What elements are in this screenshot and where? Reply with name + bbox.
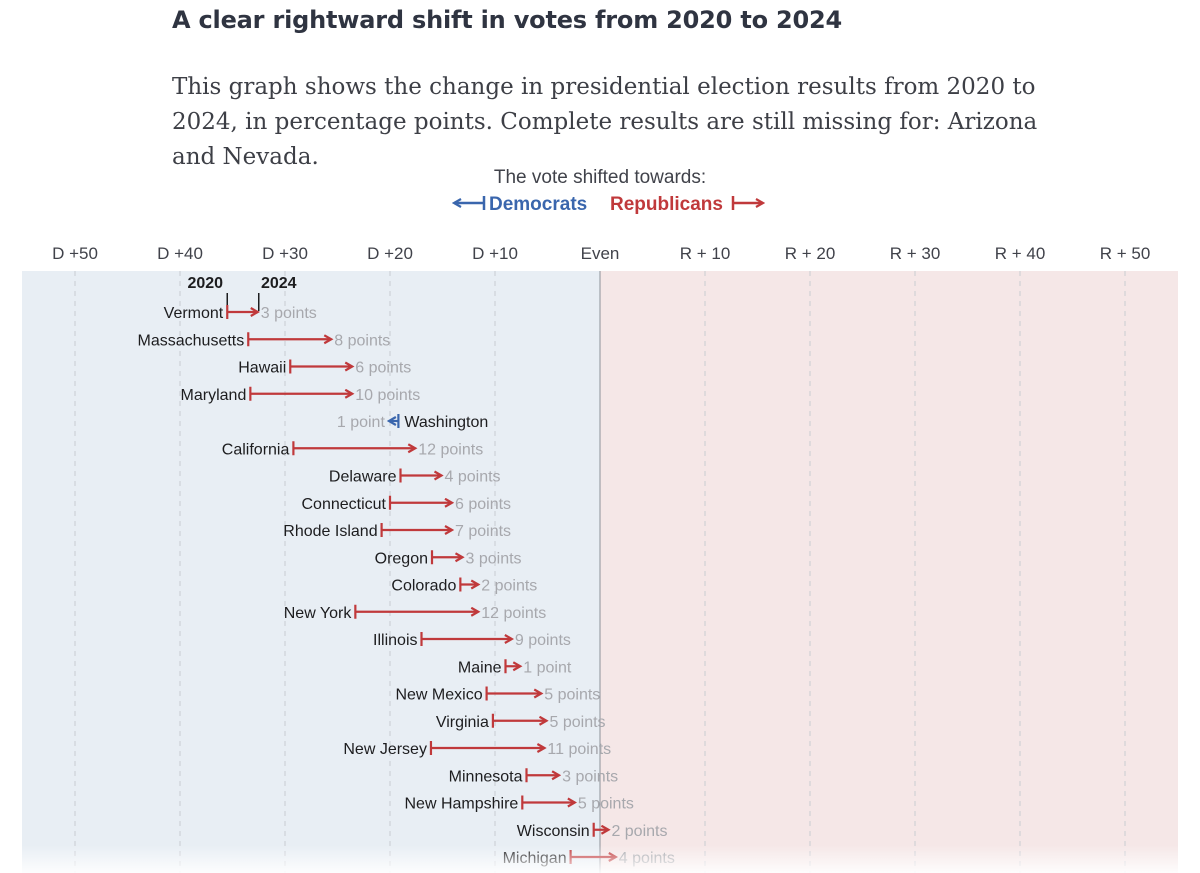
axis-tick-label: D +20 <box>367 244 413 263</box>
shift-label: 12 points <box>418 441 483 458</box>
state-row: California 12 points <box>222 441 483 458</box>
state-row: Connecticut 6 points <box>302 495 511 513</box>
axis-tick-label: D +30 <box>262 244 308 263</box>
state-label: Hawaii <box>238 360 286 377</box>
axis-tick-label: D +10 <box>472 244 518 263</box>
legend-caption: The vote shifted towards: <box>494 167 706 188</box>
shift-label: 5 points <box>544 687 600 704</box>
state-label: Minnesota <box>449 768 523 785</box>
state-label: New Hampshire <box>404 796 518 813</box>
state-label: Virginia <box>436 714 489 731</box>
state-row: Illinois 9 points <box>373 632 571 649</box>
axis-ticks: D +50 D +40 D +30 D +20 D +10 Even R + 10 R + 2… <box>52 244 1150 263</box>
shift-label: 6 points <box>455 496 511 513</box>
axis-tick-label: R + 30 <box>890 244 941 263</box>
state-row: Massachusetts 8 points <box>138 332 390 349</box>
state-label: Delaware <box>329 469 397 486</box>
state-label: Colorado <box>391 578 456 595</box>
state-row: Washington 1 point <box>337 414 488 431</box>
state-row: New Hampshire 5 points <box>404 795 634 813</box>
chart-title: A clear rightward shift in votes from 20… <box>172 6 843 34</box>
state-label: Massachusetts <box>138 332 245 349</box>
bottom-fade <box>0 845 1200 873</box>
state-label: Illinois <box>373 632 417 649</box>
state-label: New York <box>284 605 353 622</box>
legend-republicans: Republicans <box>610 194 763 215</box>
shift-label: 2 points <box>611 823 667 840</box>
axis-tick-label: D +40 <box>157 244 203 263</box>
state-row: New Jersey 11 points <box>343 741 611 758</box>
shift-label: 10 points <box>355 387 420 404</box>
shift-label: 3 points <box>261 305 317 322</box>
shift-label: 11 points <box>547 741 611 758</box>
start-year-label: 2020 <box>187 275 223 292</box>
shift-label: 3 points <box>466 550 522 567</box>
state-label: California <box>222 441 290 458</box>
state-row: Minnesota 3 points <box>449 768 618 785</box>
axis-tick-label: Even <box>581 244 620 263</box>
state-label: Oregon <box>375 550 428 567</box>
state-label: Maryland <box>181 387 247 404</box>
shift-label: 4 points <box>445 469 501 486</box>
shift-label: 6 points <box>355 360 411 377</box>
state-row: Colorado 2 points <box>391 577 537 595</box>
state-label: Wisconsin <box>517 823 590 840</box>
state-label: Vermont <box>164 305 224 322</box>
axis-tick-label: R + 50 <box>1100 244 1151 263</box>
democrat-region <box>22 271 600 873</box>
shift-label: 3 points <box>562 768 618 785</box>
axis-tick-label: D +50 <box>52 244 98 263</box>
state-row: Maine 1 point <box>458 659 572 676</box>
state-row: New Mexico 5 points <box>395 686 600 704</box>
shift-label: 9 points <box>515 632 571 649</box>
republican-region <box>600 271 1178 873</box>
chart-subtitle: This graph shows the change in president… <box>172 74 1038 170</box>
state-row: Vermont 3 points <box>164 305 317 322</box>
axis-tick-label: R + 10 <box>680 244 731 263</box>
state-label: Maine <box>458 659 502 676</box>
state-label: New Jersey <box>343 741 427 758</box>
state-row: Delaware 4 points <box>329 468 501 486</box>
shift-label: 12 points <box>481 605 546 622</box>
shift-label: 8 points <box>334 332 390 349</box>
legend-rep-label: Republicans <box>610 194 723 215</box>
state-row: Rhode Island 7 points <box>283 523 511 540</box>
shift-label: 1 point <box>523 659 572 676</box>
legend-democrats: Democrats <box>454 194 587 215</box>
shift-label: 2 points <box>481 578 537 595</box>
legend-dem-label: Democrats <box>489 194 587 215</box>
shift-label: 1 point <box>337 414 386 431</box>
state-row: New York 12 points <box>284 604 546 622</box>
state-label: Connecticut <box>302 496 387 513</box>
end-year-label: 2024 <box>261 275 297 292</box>
axis-tick-label: R + 40 <box>995 244 1046 263</box>
state-row: Virginia 5 points <box>436 713 606 731</box>
state-row: Oregon 3 points <box>375 550 522 567</box>
axis-tick-label: R + 20 <box>785 244 836 263</box>
state-row: Maryland 10 points <box>181 386 420 404</box>
shift-label: 7 points <box>455 523 511 540</box>
state-label: Rhode Island <box>283 523 377 540</box>
gridlines <box>74 271 1126 873</box>
state-label: New Mexico <box>395 687 482 704</box>
shift-label: 5 points <box>578 796 634 813</box>
state-row: Hawaii 6 points <box>238 359 411 377</box>
state-row: Wisconsin 2 points <box>517 822 667 840</box>
state-label: Washington <box>404 414 488 431</box>
shift-label: 5 points <box>550 714 606 731</box>
